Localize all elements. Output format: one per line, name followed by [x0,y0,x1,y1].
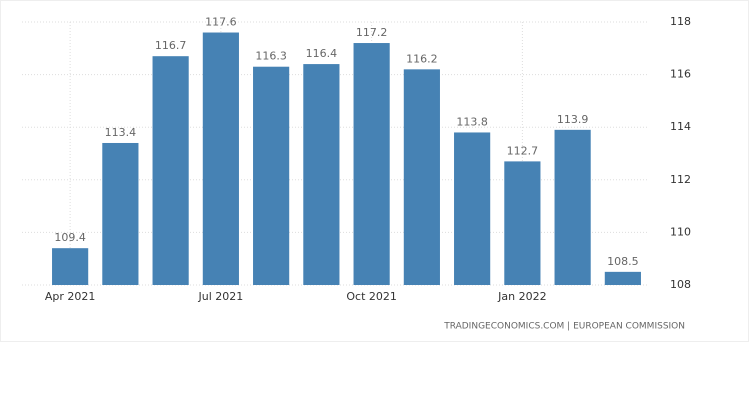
value-label: 113.8 [456,115,488,128]
bar [152,56,189,285]
value-label: 116.4 [306,47,338,60]
x-tick-label: Jul 2021 [197,290,243,303]
bar [253,66,290,286]
y-tick-label: 118 [670,15,691,28]
bar [202,32,239,285]
value-label: 116.2 [406,52,438,65]
y-tick-label: 112 [670,173,691,186]
x-tick-label: Oct 2021 [346,290,397,303]
bar [102,142,139,285]
value-label: 109.4 [54,231,86,244]
bar [52,248,89,285]
x-tick-label: Apr 2021 [45,290,96,303]
bar [454,132,491,285]
value-label: 112.7 [507,144,539,157]
bar [554,129,591,285]
value-label: 113.9 [557,113,589,126]
bar [303,64,340,285]
y-tick-label: 116 [670,68,691,81]
bar [403,69,440,285]
x-tick-label: Jan 2022 [497,290,546,303]
value-label: 108.5 [607,255,639,268]
frame [0,0,749,342]
bar [353,43,390,285]
y-tick-label: 114 [670,120,691,133]
value-label: 117.2 [356,26,388,39]
y-tick-label: 108 [670,278,691,291]
value-label: 113.4 [105,126,137,139]
bar [604,271,641,285]
value-label: 116.7 [155,39,187,52]
bar [504,161,541,285]
value-label: 116.3 [255,50,287,63]
value-label: 117.6 [205,16,237,29]
y-tick-label: 110 [670,225,691,238]
source: TRADINGECONOMICS.COM | EUROPEAN COMMISSI… [443,322,685,332]
